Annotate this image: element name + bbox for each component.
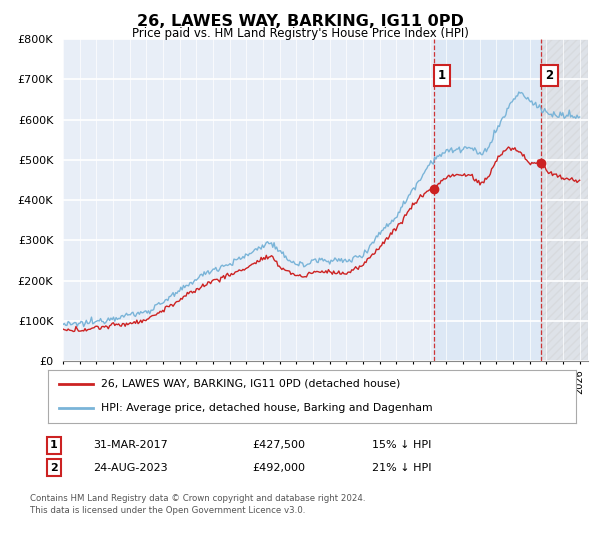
Text: £427,500: £427,500 bbox=[252, 440, 305, 450]
Text: HPI: Average price, detached house, Barking and Dagenham: HPI: Average price, detached house, Bark… bbox=[101, 403, 433, 413]
Text: Price paid vs. HM Land Registry's House Price Index (HPI): Price paid vs. HM Land Registry's House … bbox=[131, 27, 469, 40]
Text: 2: 2 bbox=[50, 463, 58, 473]
Text: 2: 2 bbox=[545, 69, 554, 82]
Text: 26, LAWES WAY, BARKING, IG11 0PD: 26, LAWES WAY, BARKING, IG11 0PD bbox=[137, 14, 463, 29]
Text: 1: 1 bbox=[438, 69, 446, 82]
Text: £492,000: £492,000 bbox=[252, 463, 305, 473]
Text: 31-MAR-2017: 31-MAR-2017 bbox=[93, 440, 168, 450]
Text: 21% ↓ HPI: 21% ↓ HPI bbox=[372, 463, 431, 473]
Bar bbox=[541, 39, 588, 361]
Text: 15% ↓ HPI: 15% ↓ HPI bbox=[372, 440, 431, 450]
Text: 24-AUG-2023: 24-AUG-2023 bbox=[93, 463, 167, 473]
Bar bbox=[434, 39, 541, 361]
Text: 1: 1 bbox=[50, 440, 58, 450]
Text: Contains HM Land Registry data © Crown copyright and database right 2024.
This d: Contains HM Land Registry data © Crown c… bbox=[30, 494, 365, 515]
Text: 26, LAWES WAY, BARKING, IG11 0PD (detached house): 26, LAWES WAY, BARKING, IG11 0PD (detach… bbox=[101, 379, 400, 389]
